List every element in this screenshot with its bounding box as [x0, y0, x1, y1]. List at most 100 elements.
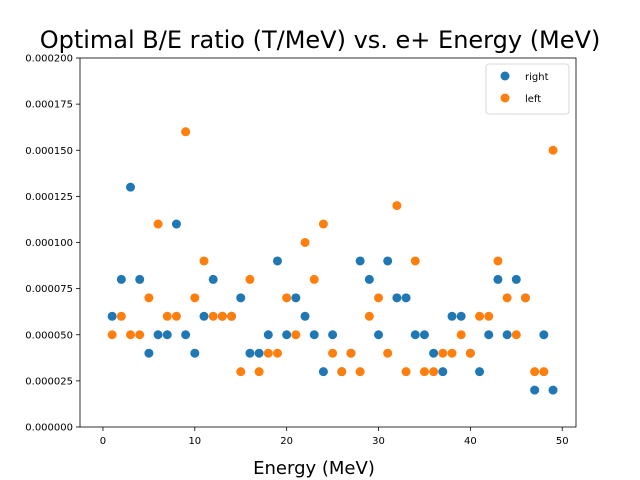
- data-point-right: [392, 293, 402, 303]
- x-tick-label: 0: [100, 436, 106, 447]
- data-point-right: [190, 348, 200, 358]
- data-point-right: [107, 311, 117, 321]
- data-point-left: [116, 311, 126, 321]
- data-point-left: [227, 311, 237, 321]
- data-point-left: [511, 330, 521, 340]
- data-point-left: [484, 311, 494, 321]
- data-point-left: [337, 367, 347, 377]
- data-point-right: [530, 385, 540, 395]
- data-point-right: [291, 293, 301, 303]
- data-point-left: [502, 293, 512, 303]
- data-point-right: [236, 293, 246, 303]
- data-point-left: [438, 348, 448, 358]
- plot-area: 0.000000 0.000025 0.000050 0.000075 0.000100…: [25, 54, 577, 447]
- x-tick-label: 10: [188, 436, 201, 447]
- data-point-left: [355, 367, 365, 377]
- data-point-left: [493, 256, 503, 266]
- data-point-right: [272, 256, 282, 266]
- data-point-left: [236, 367, 246, 377]
- data-point-left: [208, 311, 218, 321]
- data-point-right: [254, 348, 264, 358]
- data-point-left: [401, 367, 411, 377]
- data-point-left: [475, 311, 485, 321]
- data-point-left: [153, 219, 163, 229]
- data-point-right: [309, 330, 319, 340]
- data-point-left: [346, 348, 356, 358]
- y-tick-label: 0.000025: [25, 376, 73, 387]
- data-point-right: [401, 293, 411, 303]
- data-point-left: [254, 367, 264, 377]
- data-point-left: [447, 348, 457, 358]
- axes-frame: [79, 57, 577, 428]
- y-tick-label: 0.000200: [25, 54, 73, 65]
- data-point-right: [199, 311, 209, 321]
- data-point-left: [309, 274, 319, 284]
- data-point-left: [190, 293, 200, 303]
- data-point-left: [199, 256, 209, 266]
- legend-marker-left: [500, 93, 510, 103]
- data-point-left: [272, 348, 282, 358]
- data-point-right: [300, 311, 310, 321]
- y-tick-label: 0.000075: [25, 284, 73, 295]
- data-point-left: [520, 293, 530, 303]
- data-point-right: [144, 348, 154, 358]
- legend-label-right: right: [525, 72, 549, 83]
- data-point-left: [374, 293, 384, 303]
- data-point-left: [245, 274, 255, 284]
- data-point-right: [429, 348, 439, 358]
- y-tick-label: 0.000000: [25, 423, 73, 434]
- data-point-left: [291, 330, 301, 340]
- data-point-left: [383, 348, 393, 358]
- x-axis-label: Energy (MeV): [253, 458, 375, 479]
- data-point-right: [502, 330, 512, 340]
- data-point-right: [383, 256, 393, 266]
- data-point-right: [282, 330, 292, 340]
- data-point-left: [465, 348, 475, 358]
- data-point-right: [355, 256, 365, 266]
- data-point-left: [144, 293, 154, 303]
- x-tick-label: 20: [280, 436, 293, 447]
- data-point-left: [126, 330, 136, 340]
- y-tick-label: 0.000150: [25, 146, 73, 157]
- data-point-right: [153, 330, 163, 340]
- data-point-left: [300, 238, 310, 247]
- data-point-right: [263, 330, 273, 340]
- x-tick-label: 30: [372, 436, 385, 447]
- data-point-right: [171, 219, 181, 229]
- data-point-right: [328, 330, 338, 340]
- data-point-right: [438, 367, 448, 377]
- data-point-left: [530, 367, 540, 377]
- data-point-right: [135, 274, 145, 284]
- data-point-left: [282, 293, 292, 303]
- data-point-left: [364, 311, 374, 321]
- data-point-right: [208, 274, 218, 284]
- data-point-left: [181, 127, 191, 137]
- data-point-right: [364, 274, 374, 284]
- data-point-left: [392, 201, 402, 211]
- data-point-right: [456, 311, 466, 321]
- data-point-left: [456, 330, 466, 340]
- data-point-right: [162, 330, 172, 340]
- data-point-right: [374, 330, 384, 340]
- data-point-right: [511, 274, 521, 284]
- data-point-right: [484, 330, 494, 340]
- data-point-right: [410, 330, 420, 340]
- data-point-right: [447, 311, 457, 321]
- data-point-left: [318, 219, 328, 229]
- data-point-left: [410, 256, 420, 266]
- data-point-right: [116, 274, 126, 284]
- data-point-right: [181, 330, 191, 340]
- y-tick-label: 0.000125: [25, 192, 73, 203]
- data-point-right: [493, 274, 503, 284]
- data-point-left: [419, 367, 429, 377]
- data-point-right: [419, 330, 429, 340]
- data-point-right: [245, 348, 255, 358]
- chart-title: Optimal B/E ratio (T/MeV) vs. e+ Energy …: [40, 26, 601, 54]
- data-point-left: [328, 348, 338, 358]
- y-tick-label: 0.000175: [25, 100, 73, 111]
- data-point-left: [217, 311, 227, 321]
- data-point-left: [429, 367, 439, 377]
- x-tick-label: 50: [556, 436, 569, 447]
- data-point-right: [539, 330, 549, 340]
